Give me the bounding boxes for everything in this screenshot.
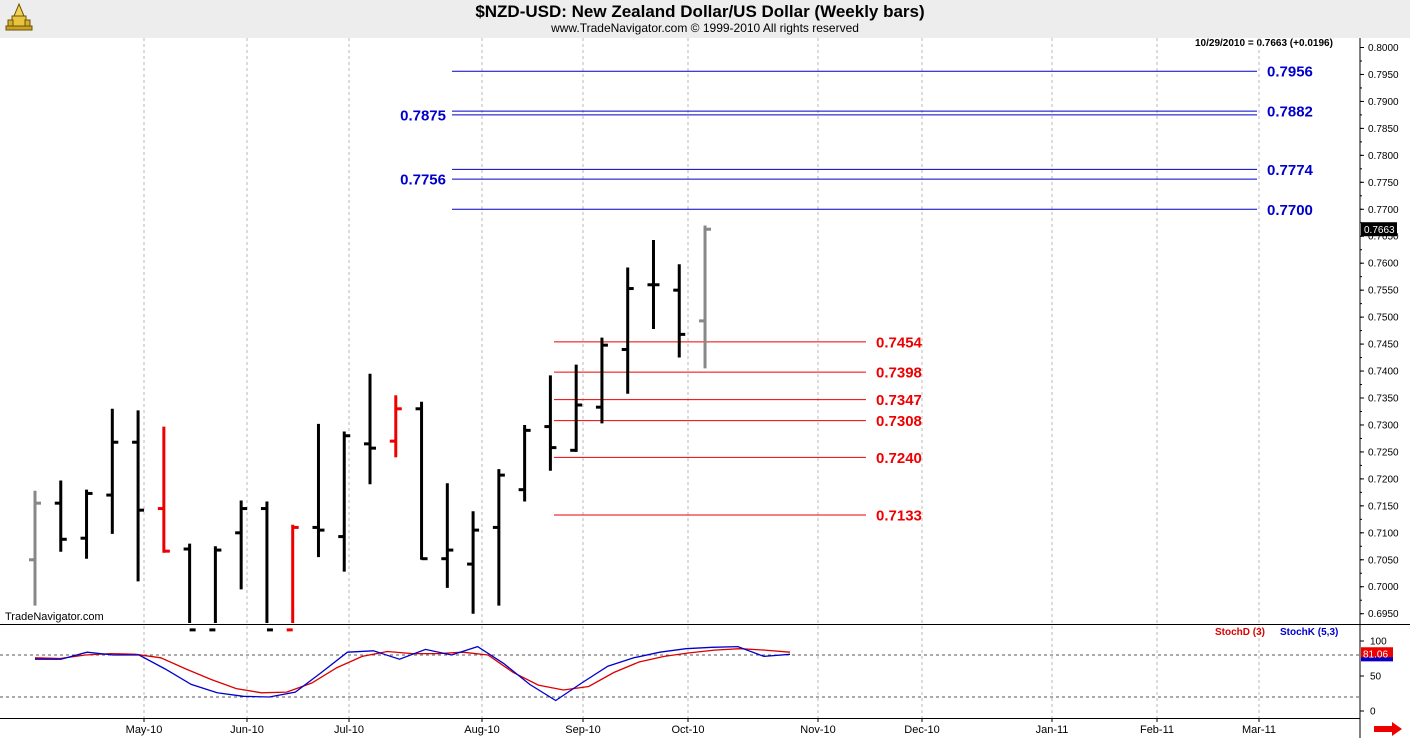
x-tick-label: Mar-11 xyxy=(1242,724,1276,736)
y-tick-label: 0.7550 xyxy=(1368,286,1399,297)
stoch-value-tag: 81.06 xyxy=(1363,649,1388,660)
x-tick-label: Jun-10 xyxy=(230,724,264,736)
legend-stoch-k: StochK (5,3) xyxy=(1280,627,1338,638)
watermark: TradeNavigator.com xyxy=(5,611,104,623)
stoch-k-line xyxy=(35,645,791,702)
price-level-label: 0.7240 xyxy=(876,450,922,467)
x-tick-label: Jul-10 xyxy=(334,724,364,736)
y-tick-label: 0.7600 xyxy=(1368,259,1399,270)
last-quote-readout: 10/29/2010 = 0.7663 (+0.0196) xyxy=(1195,38,1333,49)
last-price-tag: 0.7663 xyxy=(1364,225,1395,236)
trade-navigator-logo-icon xyxy=(5,2,33,31)
x-tick-label: Dec-10 xyxy=(904,724,939,736)
y-tick-label: 0.7750 xyxy=(1368,178,1399,189)
y-tick-label: 0.7150 xyxy=(1368,501,1399,512)
stoch-y-tick-label: 0 xyxy=(1370,707,1376,718)
chart-subtitle: www.TradeNavigator.com © 1999-2010 All r… xyxy=(551,21,859,35)
x-tick-label: Oct-10 xyxy=(671,724,704,736)
y-tick-label: 0.7900 xyxy=(1368,97,1399,108)
price-level-label: 0.7398 xyxy=(876,365,922,382)
y-tick-label: 0.7850 xyxy=(1368,124,1399,135)
price-level-label: 0.7882 xyxy=(1267,104,1313,121)
stoch-y-tick-label: 100 xyxy=(1370,637,1387,648)
y-tick-label: 0.8000 xyxy=(1368,43,1399,54)
stoch-y-tick-label: 50 xyxy=(1370,672,1382,683)
y-tick-label: 0.7800 xyxy=(1368,151,1399,162)
y-tick-label: 0.6950 xyxy=(1368,609,1399,620)
price-level-label: 0.7774 xyxy=(1267,162,1314,179)
x-tick-label: Feb-11 xyxy=(1140,724,1174,736)
y-tick-label: 0.7250 xyxy=(1368,447,1399,458)
y-tick-label: 0.7400 xyxy=(1368,367,1399,378)
chart-header: $NZD-USD: New Zealand Dollar/US Dollar (… xyxy=(0,0,1410,38)
chart-title: $NZD-USD: New Zealand Dollar/US Dollar (… xyxy=(475,2,925,21)
price-level-label: 0.7956 xyxy=(1267,64,1313,81)
y-tick-label: 0.7300 xyxy=(1368,420,1399,431)
y-tick-label: 0.7450 xyxy=(1368,340,1399,351)
scroll-right-arrow-icon[interactable] xyxy=(1372,722,1404,736)
price-level-label: 0.7308 xyxy=(876,413,922,430)
price-level-label: 0.7875 xyxy=(400,107,446,124)
y-tick-label: 0.7500 xyxy=(1368,313,1399,324)
last-price-tag-bg xyxy=(1361,222,1397,237)
y-tick-label: 0.7100 xyxy=(1368,528,1399,539)
x-tick-label: Nov-10 xyxy=(800,724,835,736)
x-tick-label: Sep-10 xyxy=(565,724,600,736)
x-tick-label: Aug-10 xyxy=(464,724,499,736)
y-tick-label: 0.7950 xyxy=(1368,70,1399,81)
price-level-label: 0.7756 xyxy=(400,172,446,189)
price-level-label: 0.7133 xyxy=(876,508,922,525)
y-tick-label: 0.7000 xyxy=(1368,582,1399,593)
stoch-value-tag-k xyxy=(1361,657,1393,662)
y-tick-label: 0.7700 xyxy=(1368,205,1399,216)
price-level-label: 0.7347 xyxy=(876,392,922,409)
x-tick-label: Jan-11 xyxy=(1036,724,1069,736)
price-level-label: 0.7700 xyxy=(1267,202,1313,219)
stoch-d-line xyxy=(34,648,791,694)
y-tick-label: 0.7200 xyxy=(1368,474,1399,485)
price-level-label: 0.7454 xyxy=(876,334,923,351)
y-tick-label: 0.7350 xyxy=(1368,394,1399,405)
y-tick-label: 0.7650 xyxy=(1368,232,1399,243)
x-tick-label: May-10 xyxy=(126,724,163,736)
legend-stoch-d: StochD (3) xyxy=(1215,627,1265,638)
y-tick-label: 0.7050 xyxy=(1368,555,1399,566)
